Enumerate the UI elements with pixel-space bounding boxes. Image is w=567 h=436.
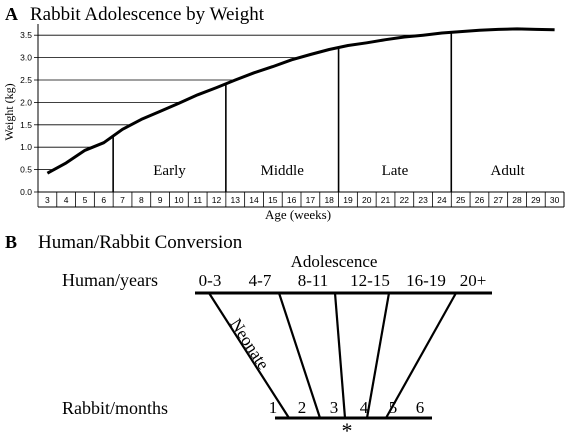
stage-label: Middle: [261, 163, 305, 179]
adolescence-label: Adolescence: [291, 252, 378, 271]
rabbit-month-label: 2: [298, 398, 307, 417]
x-tick-label: 21: [381, 195, 391, 205]
x-tick-label: 25: [456, 195, 466, 205]
rabbit-month-label: 4: [360, 398, 369, 417]
human-age-group: 20+: [460, 271, 487, 290]
x-tick-label: 7: [120, 195, 125, 205]
axes: [34, 24, 565, 208]
panel-b-letter: B: [5, 232, 17, 252]
x-axis-label: Age (weeks): [265, 207, 331, 222]
grid-lines: [38, 34, 424, 171]
x-tick-label: 5: [83, 195, 88, 205]
x-tick-label: 17: [306, 195, 316, 205]
conversion-line: [385, 292, 457, 419]
y-tick-labels: 0.0 0.5 1.0 1.5 2.0 2.5 3.0 3.5: [20, 30, 32, 197]
x-tick-label: 24: [437, 195, 447, 205]
x-tick-label: 23: [418, 195, 428, 205]
y-tick-label: 2.0: [20, 97, 32, 107]
weight-series-line: [46, 27, 555, 175]
x-tick-label: 22: [400, 195, 410, 205]
x-tick-label: 6: [101, 195, 106, 205]
neonate-label: Neonate: [226, 315, 273, 373]
x-tick-label: 3: [45, 195, 50, 205]
x-tick-label: 12: [212, 195, 222, 205]
conversion-lines: [208, 292, 457, 419]
rabbit-month-label: 6: [416, 398, 425, 417]
conversion-line: [277, 292, 322, 419]
x-tick-label: 28: [512, 195, 522, 205]
x-tick-label: 15: [268, 195, 278, 205]
x-tick-label: 9: [158, 195, 163, 205]
x-tick-label: 18: [324, 195, 334, 205]
stage-label: Adult: [491, 163, 526, 179]
stage-labels: Early Middle Late Adult: [153, 163, 525, 179]
x-tick-label: 4: [64, 195, 69, 205]
x-tick-label: 29: [531, 195, 541, 205]
x-tick-label: 16: [287, 195, 297, 205]
y-tick-label: 0.0: [20, 187, 32, 197]
human-age-group: 8-11: [298, 271, 329, 290]
conversion-line: [208, 292, 290, 419]
y-tick-label: 3.5: [20, 30, 32, 40]
human-age-group: 0-3: [199, 271, 222, 290]
rabbit-month-label: 3: [330, 398, 339, 417]
stage-label: Late: [382, 163, 409, 179]
human-age-group: 16-19: [406, 271, 446, 290]
x-tick-labels: 3 4 5 6 7 8 9 10 11 12 13 14 15 16 17 18 19 20 21 22 23 24 25 2…: [45, 195, 560, 205]
y-tick-label: 1.5: [20, 120, 32, 130]
x-tick-label: 10: [174, 195, 184, 205]
panel-b: B Human/Rabbit Conversion Adolescence Hu…: [5, 232, 492, 436]
panel-a-letter: A: [5, 4, 18, 24]
conversion-line: [365, 292, 391, 419]
x-tick-label: 13: [231, 195, 241, 205]
human-age-group: 12-15: [350, 271, 390, 290]
human-age-group: 4-7: [249, 271, 272, 290]
x-tick-label: 30: [550, 195, 560, 205]
panel-b-title: Human/Rabbit Conversion: [38, 232, 243, 253]
red-asterisk-marker: *: [342, 418, 353, 436]
panel-a-title: Rabbit Adolescence by Weight: [30, 4, 265, 25]
y-tick-label: 2.5: [20, 75, 32, 85]
x-tick-label: 19: [343, 195, 353, 205]
y-tick-label: 1.0: [20, 142, 32, 152]
human-age-groups: 0-3 4-7 8-11 12-15 16-19 20+: [199, 271, 487, 290]
stage-label: Early: [153, 163, 186, 179]
panel-a: A Rabbit Adolescence by Weight Weight (k…: [2, 4, 565, 222]
x-tick-label: 26: [475, 195, 485, 205]
rabbit-month-label: 5: [389, 398, 398, 417]
x-tick-label: 14: [249, 195, 259, 205]
rabbit-month-label: 1: [269, 398, 278, 417]
x-tick-label: 20: [362, 195, 372, 205]
y-axis-label: Weight (kg): [2, 83, 16, 140]
stage-dividers: [112, 32, 453, 192]
y-tick-label: 0.5: [20, 165, 32, 175]
human-years-label: Human/years: [62, 270, 158, 290]
rabbit-months-label: Rabbit/months: [62, 398, 168, 418]
conversion-line: [333, 292, 347, 419]
weight-curve: [46, 27, 555, 175]
x-tick-label: 27: [494, 195, 504, 205]
y-tick-label: 3.0: [20, 53, 32, 63]
x-tick-label: 8: [139, 195, 144, 205]
x-tick-label: 11: [193, 195, 202, 205]
